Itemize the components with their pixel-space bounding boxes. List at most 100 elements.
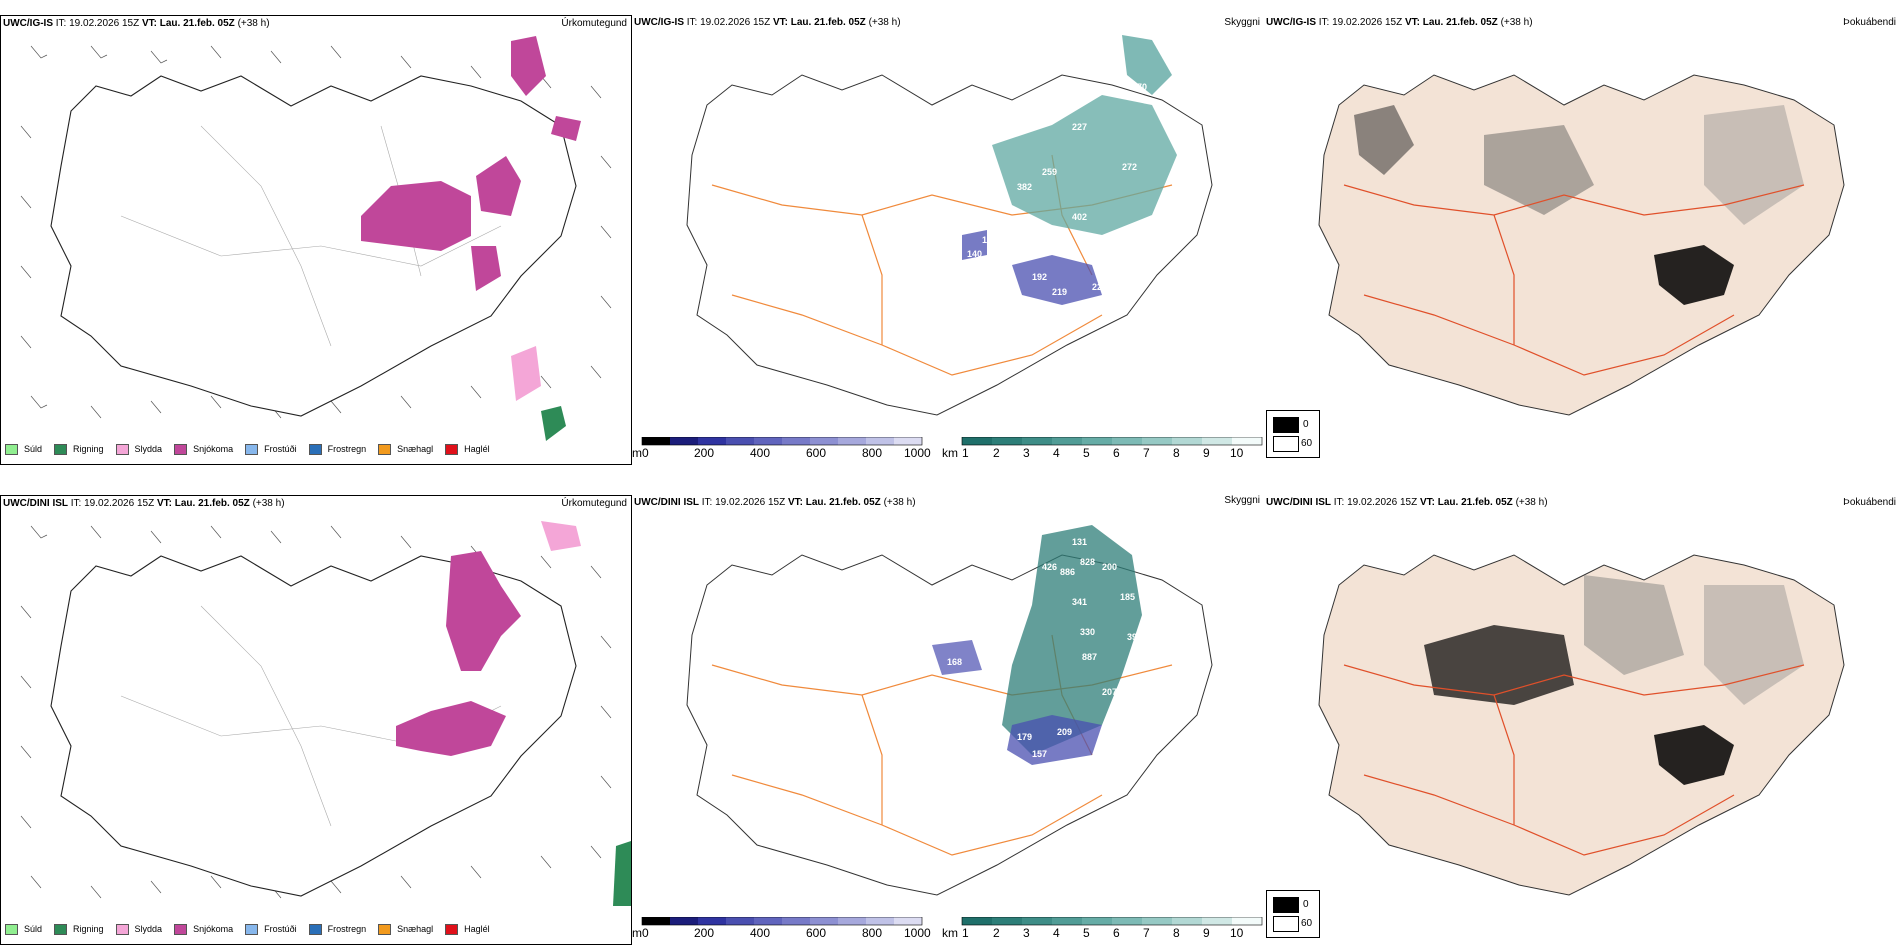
tick-label: 4 xyxy=(1053,446,1060,460)
cloud-base-unit: m xyxy=(632,446,642,460)
fog-scale-label: 60 xyxy=(1301,918,1313,929)
fog-map-bottom xyxy=(1318,554,1845,896)
tick-label: 800 xyxy=(862,446,883,460)
tick-label: 0 xyxy=(642,446,649,460)
fog-shade-4 xyxy=(1704,105,1804,225)
svg-text:168: 168 xyxy=(947,657,962,667)
svg-text:828: 828 xyxy=(1080,557,1095,567)
svg-text:887: 887 xyxy=(1082,652,1097,662)
tick-label: 7 xyxy=(1143,926,1150,940)
svg-text:272: 272 xyxy=(1122,162,1137,172)
panel-header: UWC/IG-IS IT: 19.02.2026 15Z VT: Lau. 21… xyxy=(1266,17,1533,28)
tick-label: 3 xyxy=(1023,926,1030,940)
cloud-base-bar-svg xyxy=(641,917,923,926)
legend-item: Snæhagl xyxy=(378,923,433,935)
fog-scale-label: 0 xyxy=(1303,899,1309,910)
tick-label: 9 xyxy=(1203,926,1210,940)
rain-area xyxy=(613,841,631,906)
tick-label: 1000 xyxy=(904,926,931,940)
svg-text:185: 185 xyxy=(1120,592,1135,602)
visibility-area xyxy=(1002,525,1142,755)
visibility-area xyxy=(992,95,1177,235)
tick-label: 8 xyxy=(1173,926,1180,940)
panel-title: Þokuábendi xyxy=(1843,497,1896,508)
legend-item: Snjókoma xyxy=(174,923,233,935)
svg-text:259: 259 xyxy=(1042,167,1057,177)
svg-text:394: 394 xyxy=(1127,632,1142,642)
cloud-base-unit: m xyxy=(632,926,642,940)
legend-item: Slydda xyxy=(115,923,162,935)
svg-text:131: 131 xyxy=(1072,537,1087,547)
cloud-panel-top: 61 970 227 259 382 272 402 146 140 192 2… xyxy=(632,15,1264,465)
tick-label: 4 xyxy=(1053,926,1060,940)
tick-label: 9 xyxy=(1203,446,1210,460)
legend-item: Rigning xyxy=(54,443,104,455)
cloud-base-colorbar-top: m 0 200 400 600 800 1000 xyxy=(632,437,937,463)
panel-title: Úrkomutegund xyxy=(561,498,627,509)
fog-shade-2 xyxy=(1654,725,1734,785)
snow-area-1 xyxy=(446,551,521,671)
snow-area-4 xyxy=(551,116,581,141)
tick-label: 10 xyxy=(1230,926,1244,940)
panel-title: Skyggni xyxy=(1224,495,1260,506)
fog-shade-4 xyxy=(1704,585,1804,705)
rain-area xyxy=(541,406,566,441)
panel-title: Þokuábendi xyxy=(1843,17,1896,28)
svg-text:61: 61 xyxy=(1062,77,1072,87)
fog-scale-label: 60 xyxy=(1301,438,1313,449)
tick-label: 6 xyxy=(1113,926,1120,940)
svg-text:219: 219 xyxy=(1052,287,1067,297)
tick-label: 600 xyxy=(806,926,827,940)
precip-legend: Súld Rigning Slydda Snjókoma Frostúði Fr… xyxy=(5,440,502,458)
precip-legend: Súld Rigning Slydda Snjókoma Frostúði Fr… xyxy=(5,920,502,938)
tick-label: 2 xyxy=(993,926,1000,940)
tick-label: 3 xyxy=(1023,446,1030,460)
tick-label: 6 xyxy=(1113,446,1120,460)
cloud-base-area xyxy=(1007,715,1102,765)
fog-scale-label: 0 xyxy=(1303,419,1309,430)
svg-text:140: 140 xyxy=(967,249,982,259)
panel-header: UWC/DINI ISL IT: 19.02.2026 15Z VT: Lau.… xyxy=(634,497,916,508)
svg-text:192: 192 xyxy=(1032,272,1047,282)
fog-scale-box-bottom: 0 60 xyxy=(1266,890,1320,938)
legend-item: Snæhagl xyxy=(378,443,433,455)
svg-text:227: 227 xyxy=(1072,122,1087,132)
snow-area-2 xyxy=(476,156,521,216)
visibility-bar-svg xyxy=(961,437,1263,446)
tick-label: 0 xyxy=(642,926,649,940)
precip-map-bottom xyxy=(20,521,631,906)
tick-label: 200 xyxy=(694,446,715,460)
fog-scale-box-top: 0 60 xyxy=(1266,410,1320,458)
panel-header: UWC/DINI ISL IT: 19.02.2026 15Z VT: Lau.… xyxy=(1266,497,1548,508)
cloud-base-area xyxy=(1012,255,1102,305)
tick-label: 400 xyxy=(750,446,771,460)
visibility-unit: km xyxy=(942,446,958,460)
legend-item: Frostúði xyxy=(245,923,297,935)
cloud-panel-bottom: 131 426 886 828 200 185 341 330 887 394 … xyxy=(632,495,1264,945)
fog-panel-top: UWC/IG-IS IT: 19.02.2026 15Z VT: Lau. 21… xyxy=(1264,15,1900,465)
fog-shade-2 xyxy=(1484,125,1594,215)
legend-item: Snjókoma xyxy=(174,443,233,455)
legend-item: Haglél xyxy=(445,923,490,935)
panel-title: Úrkomutegund xyxy=(561,18,627,29)
svg-text:209: 209 xyxy=(1057,727,1072,737)
precip-panel-top: UWC/IG-IS IT: 19.02.2026 15Z VT: Lau. 21… xyxy=(0,15,632,465)
cloud-labels: 131 426 886 828 200 185 341 330 887 394 … xyxy=(947,537,1142,759)
legend-item: Slydda xyxy=(115,443,162,455)
legend-item: Frostregn xyxy=(308,923,366,935)
svg-text:330: 330 xyxy=(1080,627,1095,637)
cloud-base-bar-svg xyxy=(641,437,923,446)
tick-label: 2 xyxy=(993,446,1000,460)
tick-label: 5 xyxy=(1083,446,1090,460)
visibility-area-ne xyxy=(1122,35,1172,95)
iceland-fog-land xyxy=(1318,74,1845,416)
svg-text:220: 220 xyxy=(1092,282,1107,292)
wind-barbs xyxy=(20,45,612,419)
iceland-outline xyxy=(50,75,577,417)
svg-text:179: 179 xyxy=(1017,732,1032,742)
visibility-colorbar-top: km 1 2 3 4 5 6 7 8 9 10 xyxy=(942,437,1264,463)
panel-header: UWC/IG-IS IT: 19.02.2026 15Z VT: Lau. 21… xyxy=(634,17,901,28)
fog-map-top xyxy=(1318,74,1845,416)
svg-text:157: 157 xyxy=(1032,749,1047,759)
panel-header: UWC/DINI ISL IT: 19.02.2026 15Z VT: Lau.… xyxy=(3,498,285,509)
